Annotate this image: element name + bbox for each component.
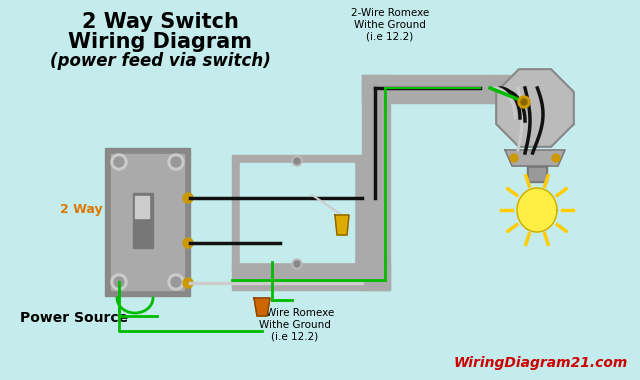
Text: WiringDiagram21.com: WiringDiagram21.com bbox=[454, 356, 628, 370]
Circle shape bbox=[518, 96, 530, 108]
Bar bbox=[135, 196, 149, 218]
Bar bbox=[529, 168, 545, 180]
Bar bbox=[240, 163, 354, 262]
Circle shape bbox=[521, 99, 527, 105]
Bar bbox=[111, 154, 184, 290]
Text: (power feed via switch): (power feed via switch) bbox=[49, 52, 271, 70]
Polygon shape bbox=[496, 69, 574, 147]
Bar bbox=[232, 155, 362, 270]
Bar bbox=[232, 262, 390, 290]
Bar bbox=[133, 193, 153, 248]
Polygon shape bbox=[254, 298, 270, 316]
Circle shape bbox=[171, 277, 181, 287]
Text: 2 Way switch: 2 Way switch bbox=[60, 204, 152, 217]
Circle shape bbox=[292, 156, 302, 166]
Circle shape bbox=[114, 277, 124, 287]
Bar bbox=[105, 148, 190, 296]
Circle shape bbox=[183, 238, 193, 248]
Circle shape bbox=[183, 278, 193, 288]
Circle shape bbox=[510, 154, 518, 162]
Bar bbox=[490, 75, 535, 103]
Bar bbox=[362, 75, 390, 290]
Circle shape bbox=[111, 154, 127, 170]
Circle shape bbox=[183, 193, 193, 203]
Polygon shape bbox=[517, 188, 557, 232]
Circle shape bbox=[552, 154, 560, 162]
Text: 2 Way Switch: 2 Way Switch bbox=[81, 12, 239, 32]
Text: 2-Wire Romexe
Withe Ground
(i.e 12.2): 2-Wire Romexe Withe Ground (i.e 12.2) bbox=[256, 308, 334, 341]
Bar bbox=[527, 166, 547, 182]
Circle shape bbox=[114, 157, 124, 167]
Circle shape bbox=[168, 274, 184, 290]
Bar bbox=[362, 75, 492, 103]
Circle shape bbox=[168, 154, 184, 170]
Circle shape bbox=[294, 158, 300, 164]
Polygon shape bbox=[505, 150, 565, 166]
Text: Power Source: Power Source bbox=[20, 311, 128, 325]
Circle shape bbox=[292, 259, 302, 269]
Text: 2-Wire Romexe
Withe Ground
(i.e 12.2): 2-Wire Romexe Withe Ground (i.e 12.2) bbox=[351, 8, 429, 41]
Circle shape bbox=[111, 274, 127, 290]
Text: Wiring Diagram: Wiring Diagram bbox=[68, 32, 252, 52]
Circle shape bbox=[294, 261, 300, 267]
Polygon shape bbox=[335, 215, 349, 235]
Circle shape bbox=[171, 157, 181, 167]
